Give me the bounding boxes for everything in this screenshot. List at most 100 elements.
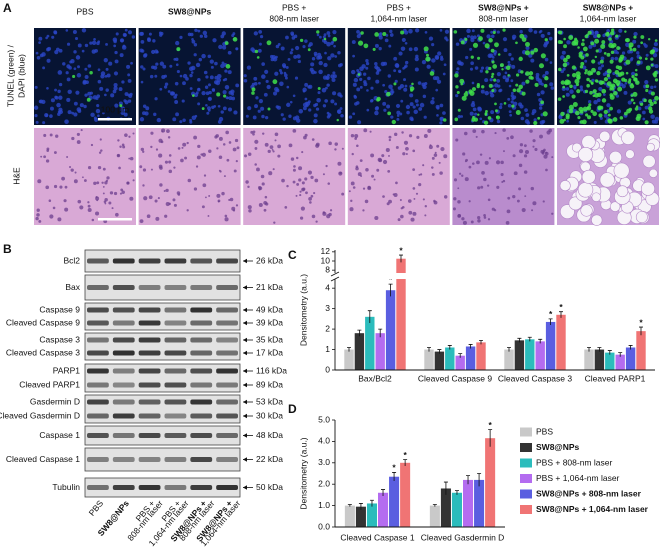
he-nucleus	[530, 186, 535, 191]
tunel-cell	[411, 82, 414, 86]
he-nucleus	[480, 185, 484, 189]
nucleus	[540, 33, 545, 38]
bar	[504, 349, 514, 370]
nucleus	[560, 55, 565, 60]
tunel-cell	[575, 71, 581, 77]
he-nucleus	[158, 153, 163, 158]
nucleus	[64, 119, 69, 124]
tunel-cell	[192, 94, 195, 97]
tunel-cell	[176, 47, 181, 52]
he-nucleus	[142, 168, 147, 172]
band	[112, 320, 135, 326]
he-nucleus	[374, 215, 379, 221]
tunel-cell	[332, 36, 338, 42]
nucleus	[215, 80, 221, 86]
he-nucleus	[150, 131, 154, 135]
he-nucleus	[418, 183, 422, 187]
nucleus	[508, 52, 512, 57]
nucleus	[222, 106, 227, 111]
nucleus	[414, 28, 420, 33]
he-nucleus	[463, 131, 468, 136]
nucleus	[110, 93, 115, 98]
nucleus	[616, 51, 620, 55]
tunel-cell	[460, 40, 465, 45]
nucleus	[424, 30, 428, 34]
nucleus	[102, 111, 105, 115]
tunel-cell	[615, 34, 619, 38]
nucleus	[302, 45, 306, 49]
nucleus	[49, 114, 53, 118]
band	[87, 320, 109, 326]
tunel-cell	[515, 109, 521, 115]
nucleus	[456, 67, 460, 71]
nucleus	[56, 102, 61, 108]
band	[87, 433, 109, 438]
nucleus	[243, 74, 247, 78]
he-nucleus	[434, 151, 437, 154]
he-nucleus	[364, 199, 369, 204]
he-nucleus	[76, 140, 81, 144]
nucleus	[261, 114, 265, 119]
nucleus	[340, 113, 344, 118]
he-nucleus	[267, 149, 271, 154]
nucleus	[470, 35, 474, 40]
nucleus	[289, 51, 293, 55]
nucleus	[632, 39, 637, 44]
he-nucleus	[247, 152, 252, 156]
tunel-cell	[640, 41, 644, 45]
tunel-cell	[635, 105, 639, 108]
nucleus	[396, 117, 400, 121]
nucleus	[270, 54, 274, 59]
band	[190, 337, 213, 343]
tunel-cell	[502, 28, 506, 32]
he-nucleus	[150, 168, 153, 171]
he-nucleus	[325, 164, 328, 168]
he-nucleus	[202, 183, 207, 188]
nucleus	[204, 85, 209, 89]
tunel-cell	[391, 119, 396, 125]
he-nucleus	[479, 153, 483, 156]
nucleus	[261, 62, 265, 66]
nucleus	[606, 29, 610, 33]
blot-label: PARP1	[53, 365, 81, 375]
he-nucleus	[233, 169, 237, 173]
adipocyte	[608, 150, 622, 164]
band	[87, 337, 109, 343]
tunel-cell	[576, 89, 581, 94]
nucleus	[436, 79, 442, 84]
nucleus	[127, 73, 131, 77]
he-nucleus	[140, 147, 145, 152]
he-nucleus	[87, 165, 92, 170]
he-nucleus	[439, 171, 443, 175]
nucleus	[41, 52, 46, 57]
he-nucleus	[487, 218, 491, 221]
nucleus	[644, 80, 649, 85]
nucleus	[252, 115, 257, 120]
nucleus	[114, 103, 119, 108]
he-nucleus	[244, 154, 248, 158]
bar	[434, 351, 445, 370]
nucleus	[258, 42, 262, 46]
he-nucleus	[91, 218, 95, 222]
he-nucleus	[311, 138, 315, 141]
he-nucleus	[354, 137, 357, 140]
nucleus	[484, 90, 489, 96]
bar	[594, 349, 605, 370]
nucleus	[594, 30, 599, 35]
nucleus	[596, 98, 601, 103]
nucleus	[175, 112, 179, 117]
nucleus	[339, 107, 343, 111]
he-nucleus	[36, 208, 40, 212]
he-nucleus	[472, 129, 477, 134]
nucleus	[313, 51, 318, 56]
tunel-cell	[596, 71, 601, 76]
arrow-head	[243, 382, 247, 388]
nucleus	[393, 69, 397, 73]
nucleus	[95, 108, 101, 114]
nucleus	[123, 112, 128, 117]
he-nucleus	[96, 181, 100, 185]
nucleus	[323, 33, 327, 37]
he-nucleus	[55, 134, 59, 138]
tunel-cell	[565, 113, 570, 118]
he-nucleus	[354, 133, 359, 138]
